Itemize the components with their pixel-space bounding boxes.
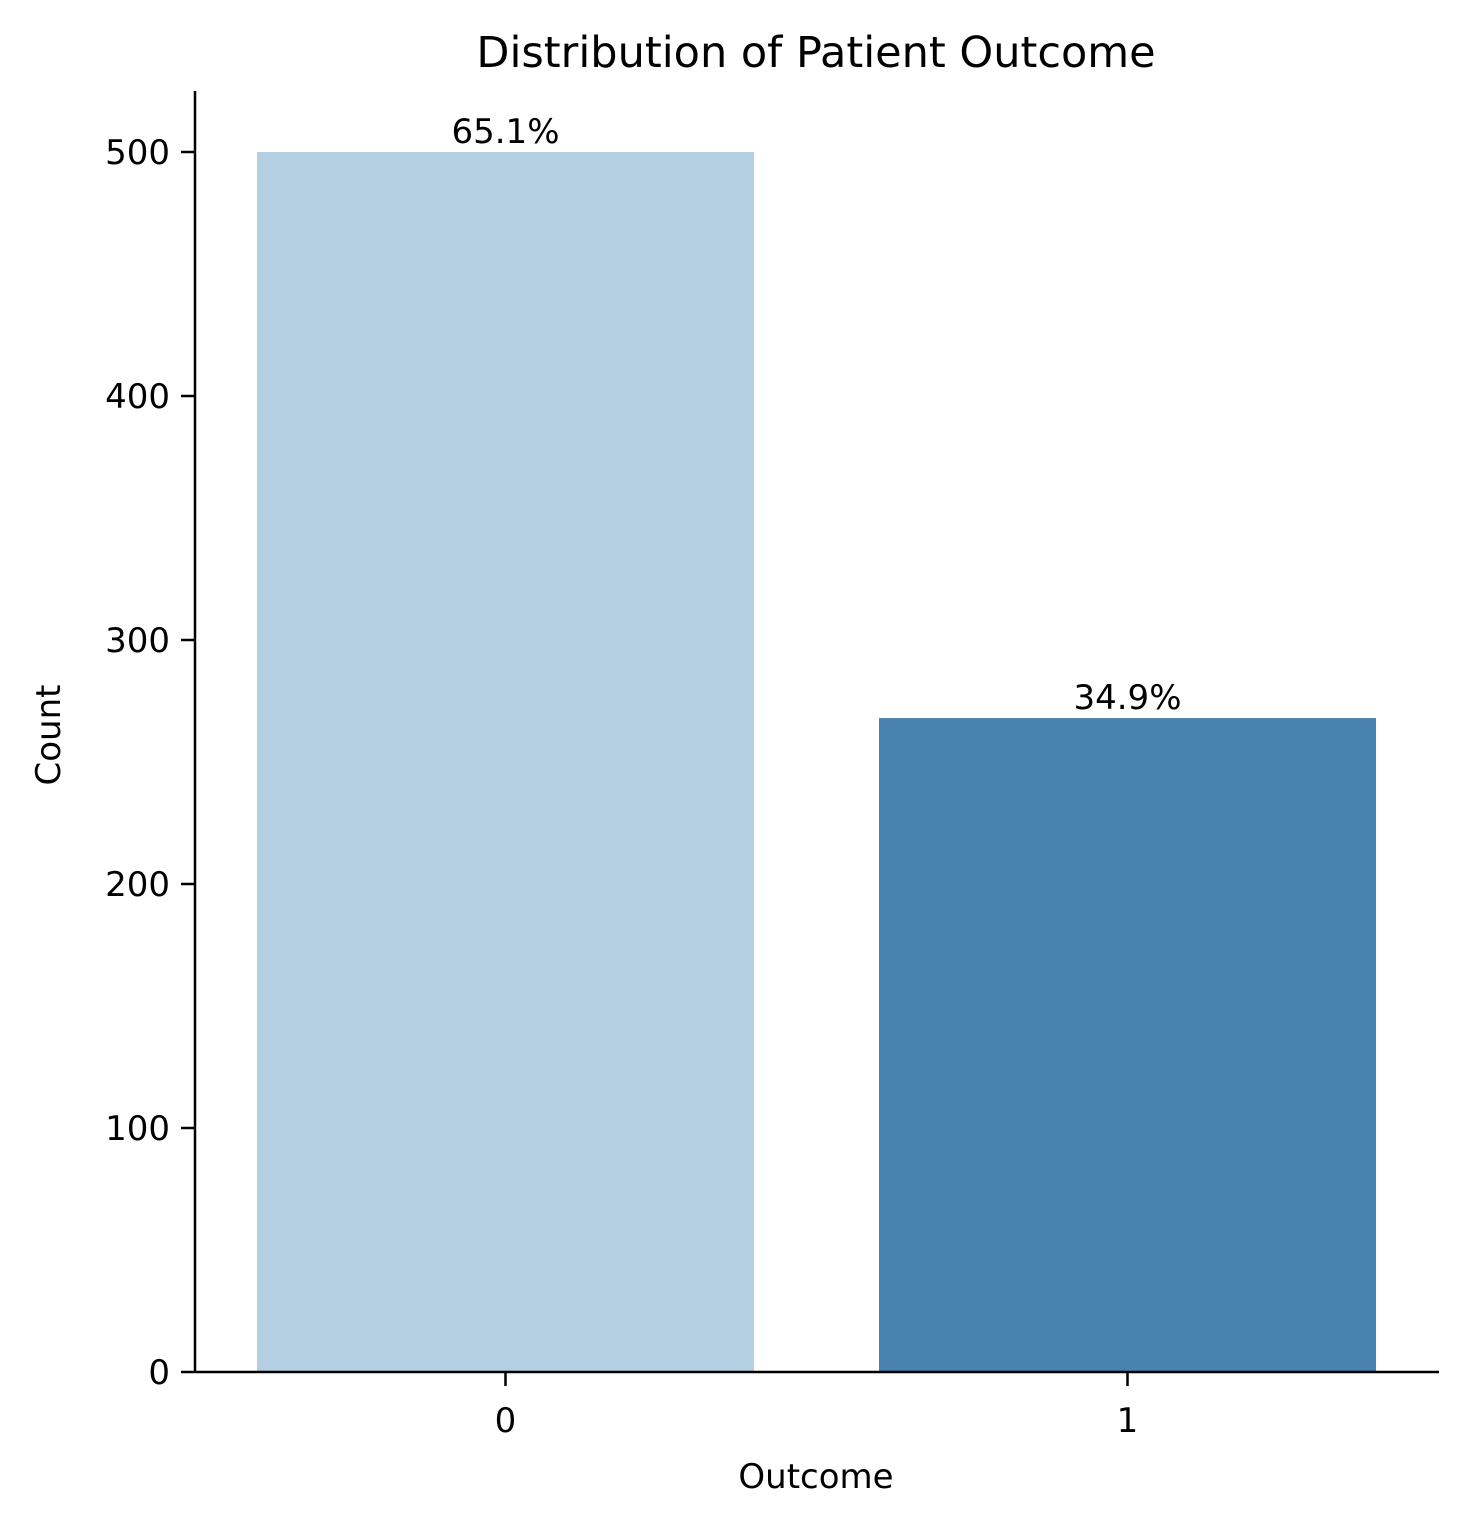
y-tick-label: 300: [105, 621, 170, 661]
y-axis-label: Count: [29, 685, 69, 786]
data-labels-group: 65.1% 34.9%: [451, 112, 1181, 718]
bars-group: [257, 152, 1376, 1372]
y-tick-label: 0: [148, 1353, 170, 1393]
x-tick-label: 0: [495, 1401, 517, 1441]
y-tick-label: 400: [105, 377, 170, 417]
chart-title: Distribution of Patient Outcome: [476, 28, 1155, 78]
y-tick-label: 100: [105, 1109, 170, 1149]
y-tick-label: 200: [105, 865, 170, 905]
x-tick-label: 1: [1117, 1401, 1139, 1441]
y-tick-label: 500: [105, 133, 170, 173]
x-axis-label: Outcome: [738, 1457, 893, 1497]
bar-outcome-1: [879, 718, 1376, 1372]
bar-outcome-0: [257, 152, 754, 1372]
bar-data-label: 34.9%: [1073, 678, 1181, 718]
bar-data-label: 65.1%: [451, 112, 559, 152]
y-ticks-group: 0 100 200 300 400 500: [105, 133, 195, 1393]
